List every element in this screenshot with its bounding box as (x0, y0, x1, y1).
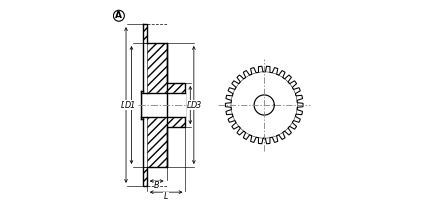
Text: D3: D3 (191, 101, 202, 109)
Polygon shape (147, 43, 167, 93)
Polygon shape (143, 93, 185, 117)
Polygon shape (143, 167, 147, 186)
Polygon shape (143, 24, 147, 43)
Text: D1: D1 (125, 101, 136, 109)
Text: D2: D2 (187, 101, 198, 109)
Text: D: D (121, 101, 127, 109)
Polygon shape (167, 117, 185, 127)
Polygon shape (147, 117, 167, 167)
Text: L: L (164, 192, 168, 201)
Text: B: B (154, 181, 160, 190)
Polygon shape (167, 83, 185, 93)
Text: A: A (116, 11, 123, 20)
